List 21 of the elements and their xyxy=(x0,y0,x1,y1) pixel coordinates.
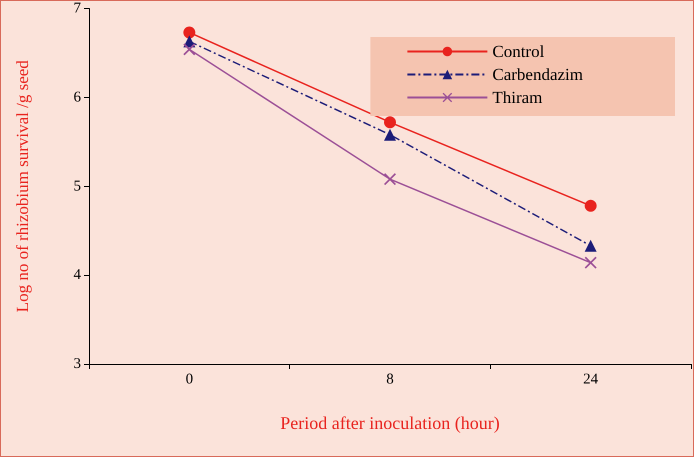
point xyxy=(384,128,396,141)
point xyxy=(183,43,196,56)
x-tick-label: 8 xyxy=(386,372,394,388)
x-axis-title: Period after inoculation (hour) xyxy=(280,413,500,433)
y-tick-label: 5 xyxy=(74,178,81,194)
point xyxy=(384,116,396,128)
y-tick-label: 4 xyxy=(74,267,82,284)
point xyxy=(584,200,597,212)
point xyxy=(183,26,196,38)
y-tick-label: 7 xyxy=(74,0,82,16)
legend-label: Carbendazim xyxy=(492,65,584,84)
x-tick-label: 24 xyxy=(583,372,599,388)
point xyxy=(384,173,396,186)
point xyxy=(584,256,597,269)
y-tick-label: 6 xyxy=(74,89,82,106)
legend-label: Control xyxy=(492,42,545,61)
y-axis-title: Log no of rhizobium survival /g seed xyxy=(13,60,32,312)
legend-label: Thiram xyxy=(492,88,542,107)
point xyxy=(584,240,597,252)
x-tick-label: 0 xyxy=(186,372,194,388)
y-tick-label: 3 xyxy=(74,356,81,372)
